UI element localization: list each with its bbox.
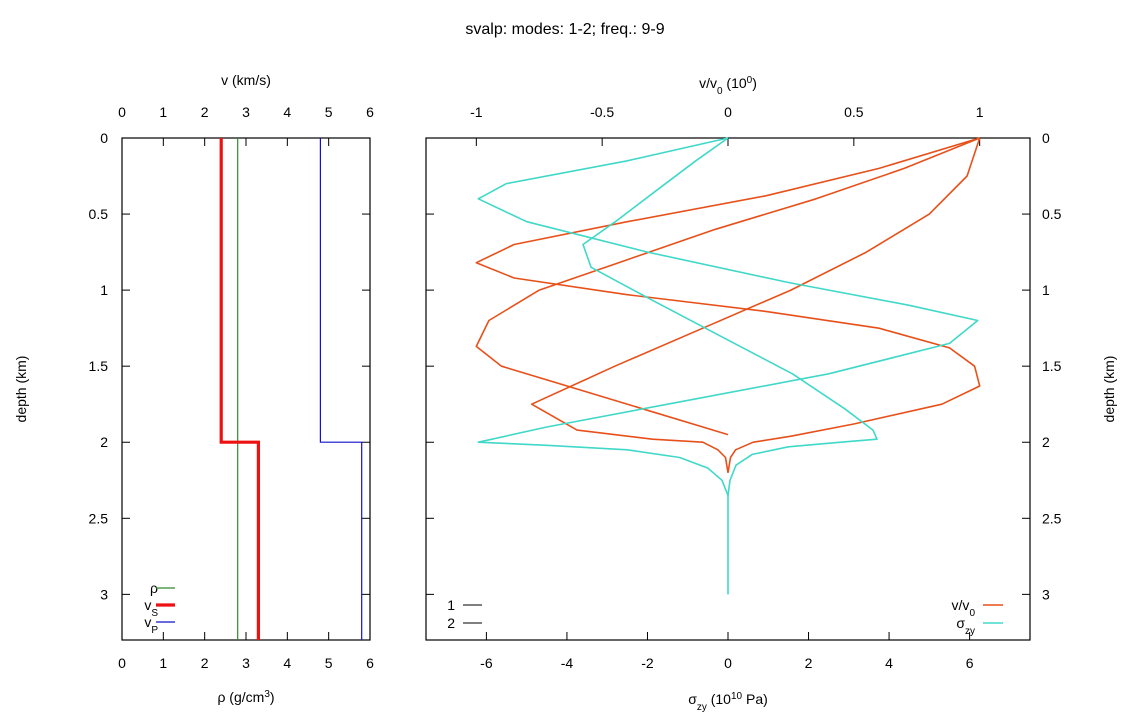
mode-top-axis-label: v/v0 (100) — [699, 75, 757, 97]
mode-top-tick-label: 0 — [724, 104, 732, 120]
model-bottom-tick-label: 3 — [242, 655, 250, 671]
model-bottom-tick-label: 0 — [118, 655, 126, 671]
model-bottom-tick-label: 5 — [325, 655, 333, 671]
model-bottom-tick-label: 4 — [283, 655, 291, 671]
mode-top-tick-label: -0.5 — [590, 104, 614, 120]
mode-bottom-tick-label: -6 — [480, 655, 493, 671]
model-bottom-tick-label: 6 — [366, 655, 374, 671]
mode-bottom-tick-label: 2 — [805, 655, 813, 671]
mode-curve-σzy-mode-2 — [477, 137, 979, 496]
depth-tick-label-right: 2.5 — [1042, 510, 1062, 526]
mode-curve-legend-label: σzy — [956, 615, 975, 637]
depth-tick-label: 0 — [100, 130, 108, 146]
chart-title: svalp: modes: 1-2; freq.: 9-9 — [465, 21, 664, 38]
model-top-tick-label: 1 — [159, 104, 167, 120]
depth-tick-label-right: 3 — [1042, 586, 1050, 602]
model-bottom-tick-label: 2 — [201, 655, 209, 671]
depth-tick-label: 2.5 — [89, 510, 109, 526]
depth-tick-label: 1 — [100, 282, 108, 298]
model-legend-label: vS — [144, 597, 158, 619]
mode-top-tick-label: 0.5 — [844, 104, 864, 120]
mode-legend-label: 1 — [447, 597, 455, 613]
mode-curve-v/v0-mode-1 — [530, 137, 981, 473]
model-legend-label: vP — [144, 614, 158, 636]
model-top-tick-label: 4 — [283, 104, 291, 120]
mode-bottom-axis-label: σzy (1010 Pa) — [688, 691, 768, 713]
mode-legend-label: 2 — [447, 615, 455, 631]
depth-axis-label-left: depth (km) — [13, 356, 29, 423]
model-legend-label: ρ — [150, 580, 158, 596]
mode-curve-v/v0-mode-2 — [475, 137, 981, 473]
depth-tick-label: 2 — [100, 434, 108, 450]
model-bottom-axis-label: ρ (g/cm3) — [217, 689, 274, 706]
mode-bottom-tick-label: 0 — [724, 655, 732, 671]
depth-tick-label-right: 1 — [1042, 282, 1050, 298]
model-series-vP — [319, 138, 363, 640]
mode-top-tick-label: 1 — [976, 104, 984, 120]
model-top-tick-label: 5 — [325, 104, 333, 120]
depth-tick-label: 0.5 — [89, 206, 109, 222]
model-top-tick-label: 6 — [366, 104, 374, 120]
model-panel-frame — [121, 137, 371, 641]
depth-tick-label-right: 0 — [1042, 130, 1050, 146]
model-series-vS — [219, 138, 260, 640]
depth-tick-label-right: 2 — [1042, 434, 1050, 450]
mode-bottom-tick-label: -2 — [641, 655, 654, 671]
model-top-axis-label: v (km/s) — [221, 72, 271, 88]
mode-top-tick-label: -1 — [470, 104, 483, 120]
depth-tick-label: 3 — [100, 586, 108, 602]
model-top-tick-label: 3 — [242, 104, 250, 120]
model-top-tick-label: 2 — [201, 104, 209, 120]
depth-tick-label: 1.5 — [89, 358, 109, 374]
model-bottom-tick-label: 1 — [159, 655, 167, 671]
mode-curve-σzy-mode-1 — [582, 137, 878, 595]
model-top-tick-label: 0 — [118, 104, 126, 120]
mode-bottom-tick-label: 6 — [966, 655, 974, 671]
depth-tick-label-right: 1.5 — [1042, 358, 1062, 374]
mode-curve-legend-label: v/v0 — [952, 597, 976, 619]
mode-curve-v/v0-mode-1-low — [475, 137, 980, 436]
depth-tick-label-right: 0.5 — [1042, 206, 1062, 222]
mode-bottom-tick-label: -4 — [561, 655, 574, 671]
depth-axis-label-right: depth (km) — [1101, 356, 1117, 423]
mode-bottom-tick-label: 4 — [885, 655, 893, 671]
